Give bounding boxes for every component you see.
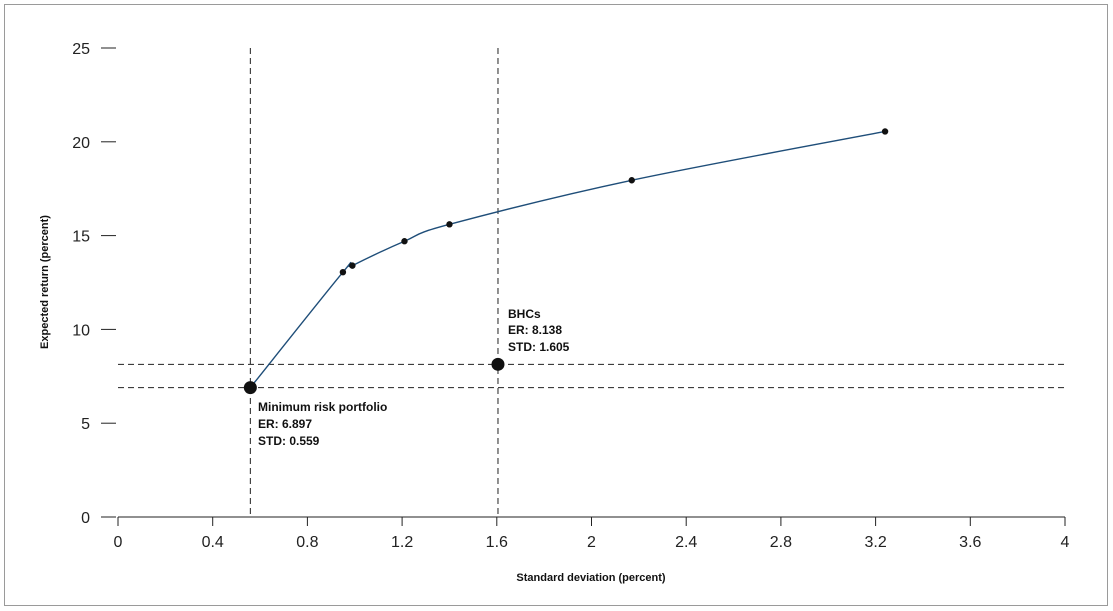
x-tick-label: 0: [114, 534, 123, 551]
frontier-point: [628, 177, 635, 184]
frontier-point: [339, 268, 347, 276]
annotation-min-risk-std: STD: 0.559: [258, 434, 320, 448]
bhcs-point: [491, 357, 505, 371]
x-axis: 0 0.4 0.8 1.2 1.6 2 2.4 2.8 3.2 3.6 4: [114, 516, 1070, 551]
reference-lines: [118, 48, 1065, 517]
annotation-min-risk-title: Minimum risk portfolio: [258, 400, 387, 414]
frontier-line: [249, 130, 886, 389]
x-tick-label: 2.4: [675, 534, 697, 551]
y-tick-label: 15: [72, 229, 90, 246]
y-axis-title: Expected return (percent): [39, 215, 51, 349]
x-tick-label: 2.8: [770, 534, 792, 551]
frontier-points: [339, 128, 889, 276]
annotation-min-risk-er: ER: 6.897: [258, 417, 312, 431]
annotation-bhcs-er: ER: 8.138: [508, 323, 562, 337]
x-tick-label: 0.8: [296, 534, 318, 551]
annotation-bhcs: BHCs ER: 8.138 STD: 1.605: [508, 307, 570, 354]
minimum-risk-point: [243, 381, 257, 395]
chart-frame: [4, 4, 1108, 606]
y-tick-label: 20: [72, 135, 90, 152]
x-tick-label: 0.4: [202, 534, 224, 551]
y-tick-label: 0: [81, 510, 90, 527]
frontier-point: [881, 128, 889, 135]
x-tick-label: 2: [587, 534, 596, 551]
frontier-point: [349, 262, 356, 269]
y-tick-label: 25: [72, 41, 90, 58]
highlighted-points: [243, 357, 505, 395]
frontier-point: [446, 221, 453, 228]
x-tick-label: 4: [1061, 534, 1070, 551]
x-axis-title: Standard deviation (percent): [516, 572, 665, 584]
y-tick-label: 5: [81, 416, 90, 433]
y-tick-label: 10: [72, 322, 90, 339]
x-tick-label: 1.6: [486, 534, 508, 551]
x-tick-label: 3.6: [959, 534, 981, 551]
x-tick-label: 1.2: [391, 534, 413, 551]
annotation-bhcs-title: BHCs: [508, 307, 541, 321]
annotation-bhcs-std: STD: 1.605: [508, 340, 570, 354]
annotation-min-risk: Minimum risk portfolio ER: 6.897 STD: 0.…: [258, 400, 387, 448]
y-axis: 0 5 10 15 20 25: [72, 41, 116, 527]
frontier-point: [401, 238, 408, 245]
x-tick-label: 3.2: [864, 534, 886, 551]
frontier-series: [249, 130, 886, 389]
